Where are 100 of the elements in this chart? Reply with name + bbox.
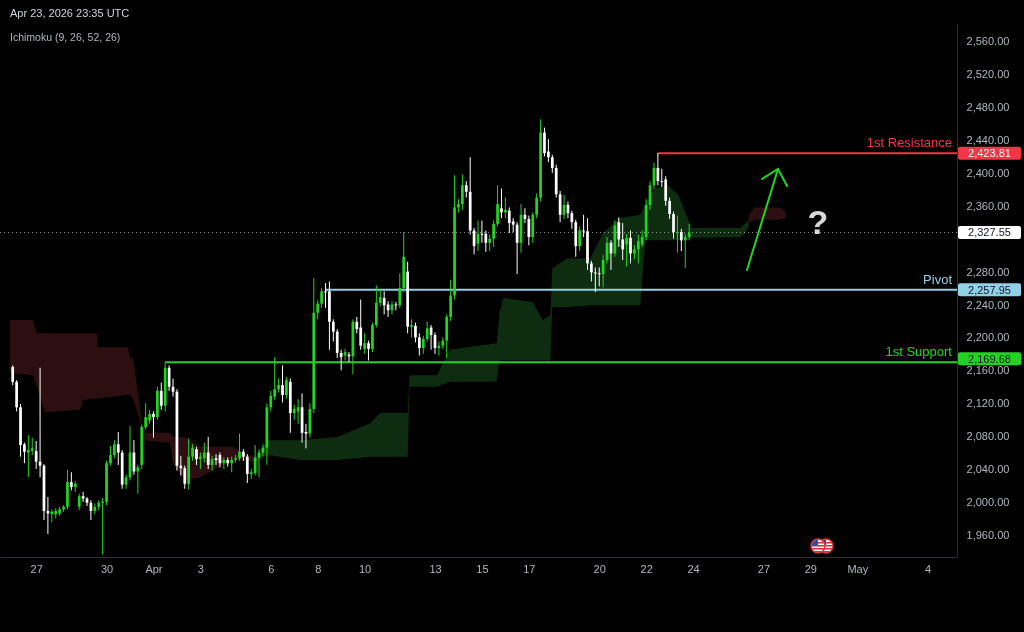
candlestick [101,497,105,556]
candlestick [500,188,503,219]
candlestick [253,444,257,477]
candlestick [578,225,582,252]
y-tick-label: 2,520.00 [966,68,1010,81]
candlestick [531,211,535,244]
x-tick-label: 20 [593,562,606,575]
candlestick [339,349,343,371]
data-label: 2,423.81 [968,147,1011,160]
candlestick [116,431,120,466]
candlestick [363,332,366,355]
x-tick-label: 29 [804,562,817,575]
annotation: Ichimoku (9, 26, 52, 26) [10,30,121,43]
candlestick [449,279,453,322]
candlestick [69,471,73,491]
candlestick [496,184,499,227]
candlestick [668,197,671,220]
candlestick [550,154,554,174]
candlestick [461,174,464,211]
candlestick [144,402,148,431]
x-tick-label: 27 [30,562,43,575]
candlestick [679,228,683,252]
candlestick [374,285,378,329]
candlestick [195,446,198,466]
y-tick-label: 2,240.00 [966,298,1010,311]
candlestick [672,211,675,240]
candlestick [206,436,210,470]
candlestick [582,214,585,238]
x-tick-label: 6 [268,562,275,575]
candlestick [320,287,323,309]
candlestick [367,340,370,361]
candlestick [617,216,621,248]
candlestick [507,206,511,234]
x-tick-label: 3 [197,562,204,575]
y-tick-label: 2,000.00 [966,495,1010,508]
candlestick [371,322,374,353]
candlestick [636,234,640,264]
candlestick [285,376,288,399]
candlestick [245,453,249,484]
candlestick [543,127,546,157]
candlestick [281,364,284,403]
y-tick-label: 2,200.00 [966,331,1010,344]
candlestick [417,332,421,356]
annotation: ? [807,202,829,241]
candlestick [414,322,417,343]
candlestick [109,445,112,467]
candlestick [398,272,402,309]
candlestick [410,318,413,338]
candlestick [590,260,593,282]
y-tick-label: 2,080.00 [966,430,1010,443]
y-tick-label: 2,120.00 [966,397,1010,410]
x-tick-label: 10 [358,562,372,575]
candlestick [664,175,668,207]
candlestick [26,434,30,478]
candlestick [382,290,386,315]
candlestick [683,233,687,269]
candlestick [11,364,15,386]
candlestick [421,335,425,355]
text: Apr 23, 2026 23:35 UTC [10,6,130,19]
x-tick-label: 4 [925,562,932,575]
candlestick [152,410,155,439]
x-tick-label: Apr [145,562,163,575]
candlestick [136,464,140,495]
candlestick [593,266,597,293]
x-tick-label: 15 [476,562,489,575]
y-tick-label: 2,040.00 [966,463,1010,476]
ref-line-label: 2,327.55 [968,226,1011,239]
candlestick [331,318,335,342]
y-tick-label: 1,960.00 [966,528,1010,541]
candlestick [597,266,601,287]
candlestick [202,442,206,463]
x-tick-label: 24 [687,562,700,575]
x-tick-label: 13 [429,562,442,575]
series-label: Pivot [923,271,953,287]
candlestick [445,313,449,359]
y-tick-label: 2,480.00 [966,101,1010,114]
candlestick [316,299,320,320]
candlestick [113,439,116,459]
candlestick [159,382,163,411]
series-label: 1st Resistance [866,135,952,151]
y-tick-label: 2,560.00 [966,35,1010,48]
candlestick [629,229,632,264]
candlestick [425,321,429,342]
x-tick-label: 22 [640,562,653,575]
candlestick [492,220,496,248]
candlestick [296,398,300,425]
x-tick-label: 30 [100,562,114,575]
data-label: 2,257.95 [968,283,1011,296]
legend-label: 1st Support [885,344,953,360]
candlestick [359,299,363,351]
candlestick [335,328,339,359]
y-tick-label: 2,440.00 [966,134,1010,146]
y-tick-label: 2,160.00 [966,364,1010,377]
y-tick-label: 2,360.00 [966,199,1010,212]
candlestick [535,192,539,219]
candlestick [621,222,625,261]
x-tick-label: 8 [315,562,322,575]
x-tick-label: 17 [523,562,536,575]
y-tick-label: 2,400.00 [966,166,1010,179]
data-label: 2,169.68 [968,352,1011,365]
